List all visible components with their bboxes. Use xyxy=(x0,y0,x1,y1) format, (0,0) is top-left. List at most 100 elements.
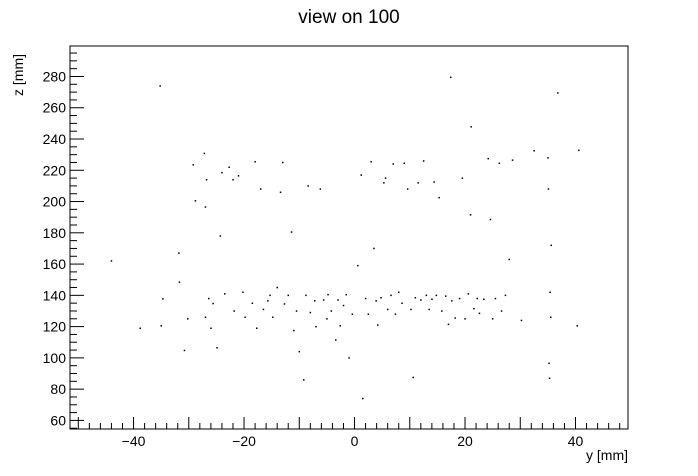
data-point xyxy=(489,218,492,221)
data-point xyxy=(272,316,274,318)
data-point xyxy=(295,310,298,312)
data-point xyxy=(387,308,389,311)
data-point xyxy=(550,316,552,318)
data-point xyxy=(276,286,278,289)
data-point xyxy=(293,329,295,332)
data-point xyxy=(221,171,223,174)
data-point xyxy=(401,302,403,304)
data-point xyxy=(547,157,549,159)
data-point xyxy=(367,313,370,315)
data-point xyxy=(576,325,578,327)
data-point xyxy=(441,310,443,312)
data-point xyxy=(547,188,550,190)
x-axis-title: y [mm] xyxy=(586,447,628,463)
data-point xyxy=(303,379,305,381)
data-point xyxy=(548,377,551,379)
data-point xyxy=(242,291,244,293)
data-point xyxy=(364,297,367,300)
data-point xyxy=(491,318,494,320)
data-point xyxy=(279,191,282,193)
data-point xyxy=(412,376,414,379)
data-point xyxy=(494,297,497,300)
data-point xyxy=(159,85,161,87)
data-point xyxy=(420,299,422,301)
data-point xyxy=(216,347,218,349)
plot-frame xyxy=(69,45,629,430)
data-point xyxy=(330,310,333,312)
data-point xyxy=(417,182,419,184)
y-tick-label: 60 xyxy=(50,412,66,428)
data-point xyxy=(478,312,481,315)
data-point xyxy=(467,293,470,295)
data-point xyxy=(237,175,240,177)
data-point xyxy=(162,298,164,300)
data-point xyxy=(422,160,425,162)
data-point xyxy=(454,317,456,319)
data-point xyxy=(447,323,450,326)
y-tick-label: 220 xyxy=(43,162,67,178)
data-point xyxy=(326,318,328,320)
data-point xyxy=(487,157,489,160)
y-axis-tick-labels: 60 80 100 120 140 160 180 200 220 240 260 280 xyxy=(43,68,67,428)
data-point xyxy=(210,327,212,329)
data-point xyxy=(307,185,309,187)
data-point xyxy=(219,235,222,237)
data-point xyxy=(314,300,316,302)
data-point xyxy=(500,310,503,312)
y-tick-label: 160 xyxy=(43,256,67,272)
data-point xyxy=(403,162,405,164)
data-point xyxy=(194,200,197,202)
data-point xyxy=(394,313,397,315)
y-axis-ticks xyxy=(70,52,84,429)
data-point xyxy=(251,302,254,304)
x-tick-label: −40 xyxy=(122,433,146,449)
data-point xyxy=(282,161,284,164)
data-point xyxy=(549,291,551,293)
data-point xyxy=(160,325,162,327)
y-tick-label: 280 xyxy=(43,68,67,84)
data-point xyxy=(520,319,523,322)
data-point xyxy=(398,291,400,293)
data-point xyxy=(256,327,258,329)
x-axis-tick-labels: −40 −20 0 20 40 xyxy=(122,433,584,449)
y-tick-label: 180 xyxy=(43,225,67,241)
data-point xyxy=(550,244,552,247)
chart-title: view on 100 xyxy=(298,7,399,28)
data-point xyxy=(342,304,345,307)
data-point xyxy=(373,247,375,250)
data-point xyxy=(498,162,501,164)
data-point xyxy=(414,297,417,299)
data-point xyxy=(548,362,550,365)
data-point xyxy=(377,324,379,326)
y-tick-label: 120 xyxy=(43,319,67,335)
data-point xyxy=(233,310,235,312)
data-point xyxy=(290,231,293,233)
data-point xyxy=(473,307,475,310)
data-point xyxy=(370,161,372,163)
data-point xyxy=(208,297,210,300)
data-point xyxy=(458,297,461,300)
data-point xyxy=(204,316,207,318)
data-point xyxy=(384,177,387,179)
x-tick-label: 40 xyxy=(568,433,584,449)
data-point xyxy=(327,293,329,296)
y-tick-label: 80 xyxy=(50,381,66,397)
data-point xyxy=(464,318,466,320)
y-tick-label: 240 xyxy=(43,131,67,147)
data-point xyxy=(204,206,207,208)
data-point xyxy=(469,214,472,216)
data-point xyxy=(339,325,341,327)
data-point xyxy=(322,299,325,301)
data-point xyxy=(267,300,269,302)
data-point xyxy=(337,299,339,301)
data-point xyxy=(476,297,478,300)
data-point xyxy=(139,327,141,329)
data-point xyxy=(410,308,412,311)
data-point xyxy=(435,294,438,297)
data-point xyxy=(351,313,354,315)
data-point xyxy=(192,164,194,166)
data-point xyxy=(557,92,559,94)
data-point xyxy=(383,182,385,184)
data-point xyxy=(578,149,580,152)
